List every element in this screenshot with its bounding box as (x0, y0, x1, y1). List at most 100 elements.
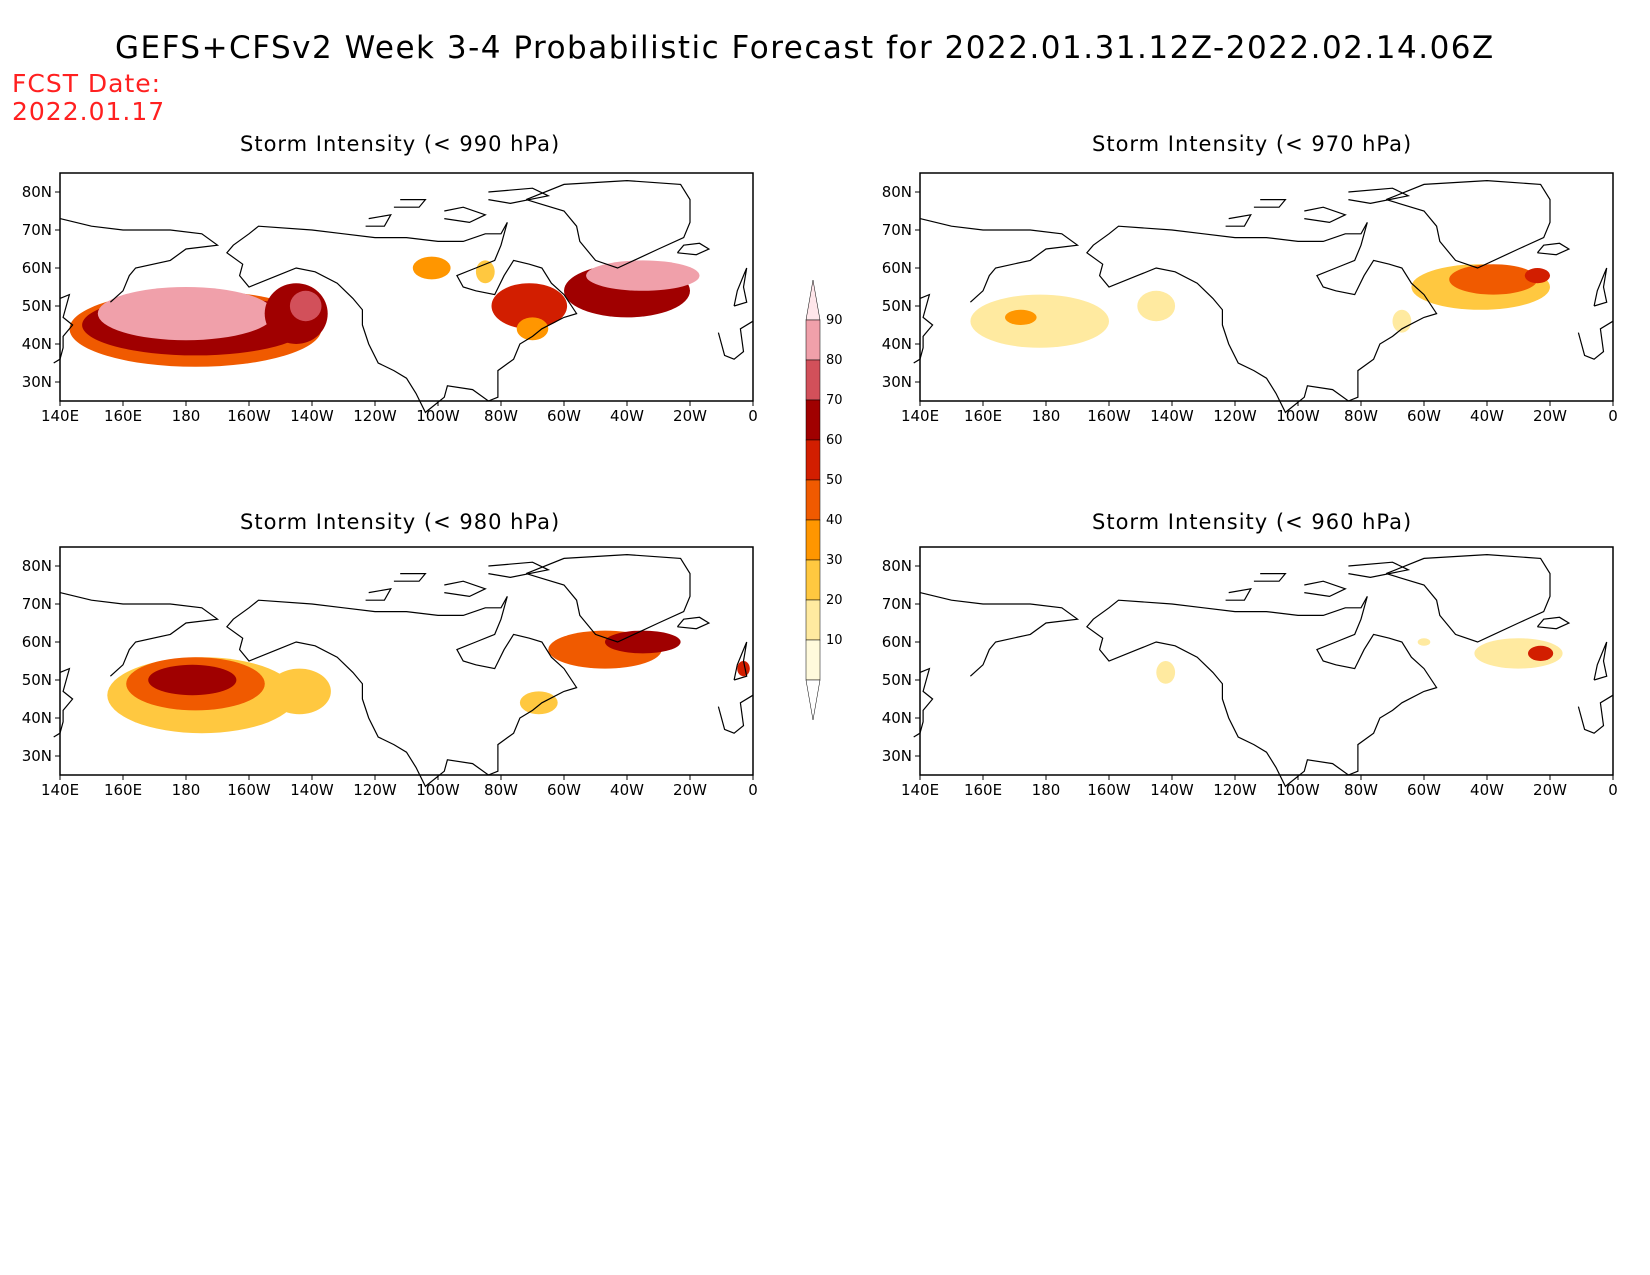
x-tick-label: 0 (1608, 781, 1618, 799)
x-tick-label: 20W (1533, 781, 1567, 799)
x-tick-label: 80W (1344, 407, 1378, 425)
x-tick-label: 100W (416, 781, 460, 799)
coastlines (913, 179, 1614, 414)
forecast-date-label: FCST Date: (12, 69, 162, 98)
y-tick-label: 30N (882, 373, 912, 391)
x-tick-label: 140E (901, 781, 939, 799)
colorbar-label: 40 (826, 513, 843, 528)
coastline (53, 293, 74, 364)
probability-area (970, 294, 1109, 348)
coastline (1577, 320, 1614, 360)
y-tick-label: 30N (22, 373, 52, 391)
y-tick-label: 70N (882, 221, 912, 239)
x-tick-label: 140W (290, 407, 334, 425)
coastline (444, 580, 487, 598)
probability-area (1449, 264, 1538, 295)
y-tick-label: 70N (882, 595, 912, 613)
x-tick-label: 60W (547, 781, 581, 799)
y-tick-label: 80N (882, 557, 912, 575)
x-tick-label: 0 (1608, 407, 1618, 425)
x-tick-label: 40W (1470, 407, 1504, 425)
probability-area (1524, 268, 1550, 284)
coastline (733, 267, 748, 307)
forecast-date-value: 2022.01.17 (12, 97, 166, 126)
probability-area (1005, 309, 1037, 325)
x-tick-label: 40W (1470, 781, 1504, 799)
x-tick-label: 100W (1276, 781, 1320, 799)
colorbar: 10 20 30 40 50 60 70 80 90 (805, 279, 843, 721)
y-tick-label: 50N (22, 297, 52, 315)
y-tick-label: 50N (882, 297, 912, 315)
coastline (365, 213, 392, 227)
probability-area (129, 290, 218, 322)
coastline (919, 592, 1080, 677)
probability-area (491, 283, 568, 329)
x-tick-label: 80W (1344, 781, 1378, 799)
x-tick-label: 80W (484, 407, 518, 425)
x-tick-label: 120W (353, 781, 397, 799)
y-tick-label: 50N (22, 671, 52, 689)
colorbar-segment (805, 439, 821, 481)
panel-title-980: Storm Intensity (< 980 hPa) (240, 510, 561, 534)
probability-area (1528, 645, 1554, 661)
probability-area (516, 317, 549, 341)
colorbar-cap-top (805, 279, 821, 321)
colorbar-label: 10 (826, 633, 843, 648)
y-tick-label: 80N (22, 183, 52, 201)
coastline (444, 206, 487, 224)
probability-area (289, 290, 322, 322)
coastline (1316, 222, 1438, 318)
x-tick-label: 0 (748, 781, 758, 799)
x-tick-label: 160W (227, 781, 271, 799)
colorbar-segment (805, 319, 821, 361)
coastline (393, 199, 427, 208)
map-panel-990: 140E 160E 180 160W 140W 120W 100W 80W 60W 40W 20W 0… (22, 172, 758, 425)
coastline (1086, 596, 1425, 788)
probability-area (519, 691, 558, 715)
coastline (676, 242, 711, 256)
x-tick-label: 140W (290, 781, 334, 799)
y-tick-label: 40N (882, 335, 912, 353)
coastline (1304, 580, 1347, 598)
main-title: GEFS+CFSv2 Week 3-4 Probabilistic Foreca… (115, 30, 1495, 66)
x-tick-label: 120W (1213, 781, 1257, 799)
x-tick-label: 20W (673, 781, 707, 799)
coastline (919, 218, 1080, 303)
map-panel-960: 140E 160E 180 160W 140W 120W 100W 80W 60W 40W 20W 0… (882, 546, 1618, 799)
x-tick-label: 80W (484, 781, 518, 799)
colorbar-segment (805, 559, 821, 601)
y-tick-label: 40N (882, 709, 912, 727)
y-tick-label: 70N (22, 595, 52, 613)
coastline (1225, 587, 1252, 601)
x-tick-label: 160W (227, 407, 271, 425)
coastlines (53, 553, 754, 788)
colorbar-label: 20 (826, 593, 843, 608)
map-frame (919, 172, 1614, 402)
probability-area (586, 260, 700, 291)
x-tick-label: 60W (547, 407, 581, 425)
x-tick-label: 160E (104, 407, 142, 425)
x-tick-label: 180 (172, 407, 201, 425)
y-tick-label: 30N (22, 747, 52, 765)
probability-area (267, 668, 331, 715)
x-tick-label: 140W (1150, 781, 1194, 799)
probability-area (148, 664, 237, 696)
coastline (226, 596, 565, 788)
x-tick-label: 180 (1032, 781, 1061, 799)
coastline (717, 694, 754, 734)
coastline (676, 616, 711, 630)
probability-area (1137, 290, 1176, 322)
coastline (1385, 553, 1551, 643)
y-tick-label: 80N (882, 183, 912, 201)
x-tick-label: 60W (1407, 781, 1441, 799)
coastline (59, 592, 220, 677)
probability-area (1474, 638, 1563, 669)
colorbar-segment (805, 519, 821, 561)
colorbar-label: 70 (826, 393, 843, 408)
x-tick-label: 60W (1407, 407, 1441, 425)
coastline (1225, 213, 1252, 227)
y-tick-label: 60N (22, 633, 52, 651)
probability-area (412, 256, 451, 280)
coastline (733, 641, 748, 681)
x-tick-label: 160W (1087, 407, 1131, 425)
